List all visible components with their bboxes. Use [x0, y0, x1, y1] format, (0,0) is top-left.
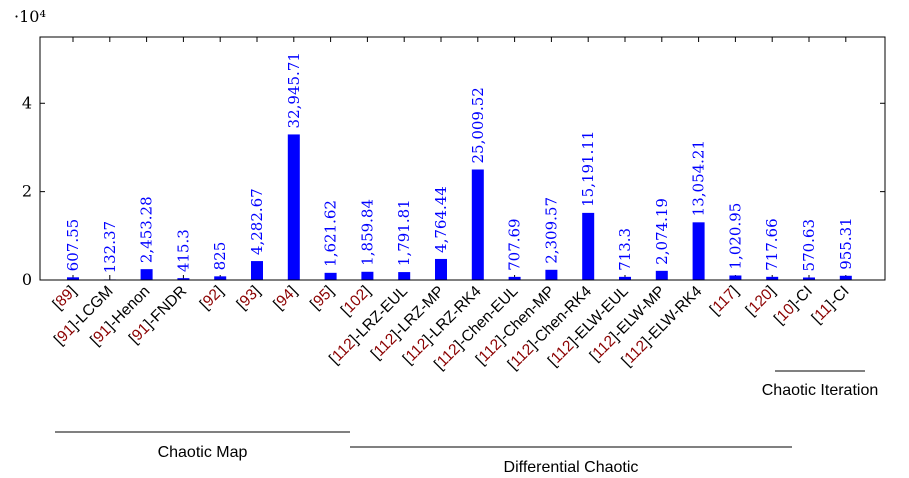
- group-label: Chaotic Map: [158, 444, 248, 461]
- bar-value-label: 713.3: [616, 228, 634, 271]
- y-axis-multiplier-label: ·10⁴: [14, 7, 46, 26]
- bars: [67, 134, 852, 280]
- x-category-label: [94]: [270, 283, 300, 313]
- group-label: Differential Chaotic: [504, 459, 639, 476]
- bar-value-label: 415.3: [174, 229, 192, 272]
- group-label: Chaotic Iteration: [762, 382, 879, 399]
- value-labels: 607.55 132.37 2,453.28 415.3 825 4,282.67 32,9…: [64, 52, 855, 273]
- bar-value-label: 1,791.81: [395, 199, 413, 266]
- plot-frame: [39, 36, 886, 281]
- bar-value-label: 15,191.11: [579, 131, 597, 207]
- bar: [471, 169, 484, 280]
- bar: [251, 261, 263, 280]
- bar-value-label: 825: [211, 242, 229, 271]
- bar: [214, 276, 227, 280]
- bar: [692, 222, 705, 280]
- bar-value-label: 2,309.57: [542, 197, 560, 264]
- bar: [619, 276, 631, 280]
- bar: [839, 275, 852, 280]
- bar-value-label: 1,621.62: [322, 200, 340, 267]
- x-category-label: [95]: [307, 283, 337, 313]
- bar-value-label: 1,859.84: [358, 199, 376, 266]
- bar: [545, 269, 558, 280]
- bar-value-label: 13,054.21: [690, 140, 708, 216]
- bar: [655, 270, 668, 280]
- y-tick-label: 0: [22, 270, 32, 289]
- category-suffix: -FNDR: [144, 283, 190, 329]
- bar: [435, 258, 447, 280]
- bar-value-label: 707.69: [506, 218, 524, 271]
- bar-value-label: 25,009.52: [469, 87, 487, 163]
- bar-value-label: 132.37: [101, 221, 119, 274]
- bar: [729, 275, 742, 280]
- x-category-label: [93]: [234, 283, 264, 313]
- bar: [766, 276, 779, 280]
- bar: [582, 212, 595, 280]
- bar-value-label: 607.55: [64, 219, 82, 272]
- bar: [140, 269, 153, 280]
- y-tick-label: 2: [22, 182, 32, 201]
- bar-value-label: 717.66: [763, 218, 781, 271]
- x-category-label: [10]-CI: [771, 283, 816, 328]
- x-category-label: [11]-CI: [809, 283, 853, 327]
- bar-value-label: 2,074.19: [653, 198, 671, 265]
- bar: [177, 278, 190, 280]
- bar-value-label: 570.63: [800, 219, 818, 272]
- bar: [361, 271, 374, 280]
- bar: [287, 134, 300, 280]
- bar: [398, 272, 411, 280]
- bar-value-label: 4,764.44: [432, 186, 450, 253]
- bar: [67, 277, 79, 280]
- bar-value-label: 2,453.28: [138, 196, 156, 263]
- x-category-label: [89]: [50, 283, 80, 313]
- x-axis-category-labels: [89][91]-LCGM[91]-Henon[91]-FNDR [92][93]…: [50, 283, 853, 374]
- bar-value-label: 4,282.67: [248, 188, 266, 255]
- bar-value-label: 32,945.71: [285, 52, 303, 128]
- bar: [803, 277, 815, 280]
- y-axis-multiplier: ·10⁴: [14, 7, 46, 26]
- bar: [508, 276, 521, 280]
- bar: [324, 272, 337, 280]
- y-tick-label: 4: [22, 93, 32, 112]
- bar-value-label: 1,020.95: [726, 203, 744, 270]
- x-category-label: [117]: [707, 283, 743, 319]
- bar-value-label: 955.31: [837, 217, 855, 270]
- category-groups: Chaotic Map Differential Chaotic Chaotic I…: [55, 370, 879, 476]
- x-category-label: [92]: [197, 283, 227, 313]
